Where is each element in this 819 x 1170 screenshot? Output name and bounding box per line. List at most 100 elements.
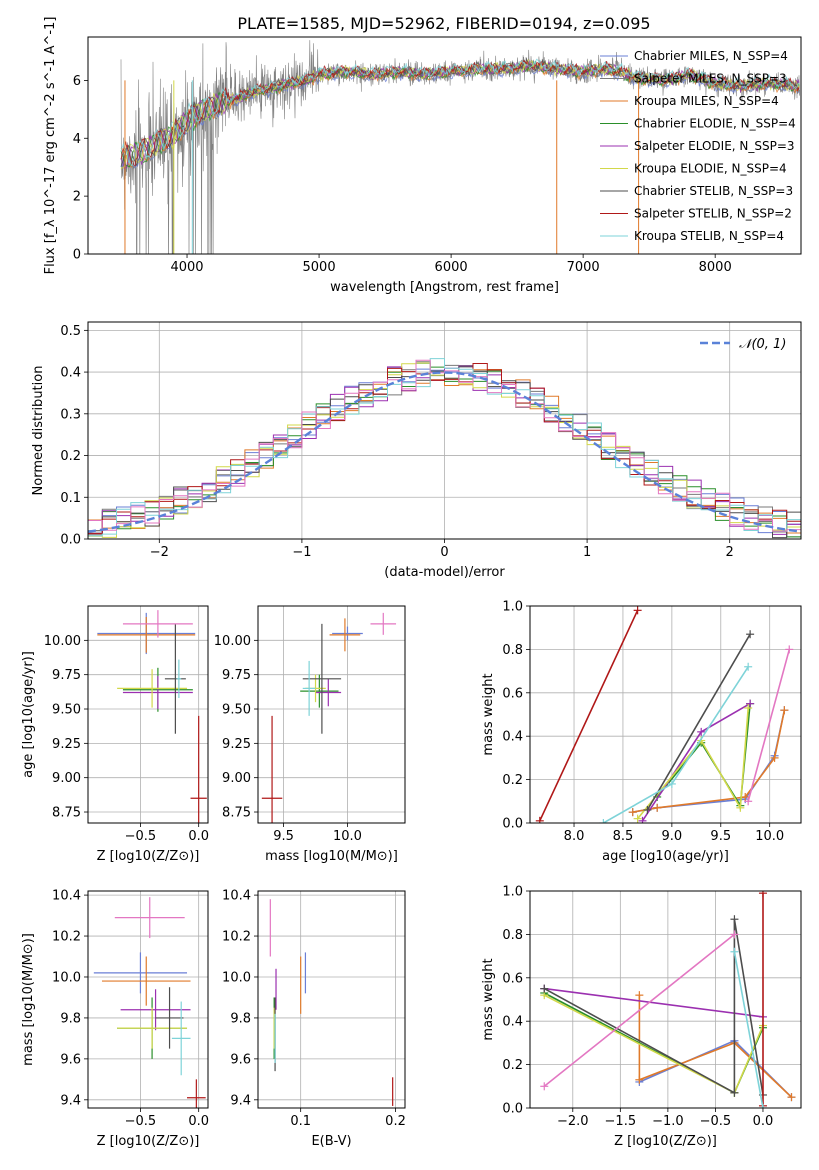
y-tick-label: 9.75	[222, 668, 251, 683]
y-tick-label: 0.8	[502, 643, 523, 658]
y-tick-label: 10.2	[52, 930, 81, 945]
model-spectrum-line	[120, 57, 800, 167]
x-tick-label: −0.5	[125, 829, 157, 844]
y-axis-label: age [log10(age/yr)]	[21, 651, 36, 778]
y-axis-label: mass weight	[481, 958, 496, 1040]
age-vs-mass-plot-area	[261, 612, 397, 823]
residual-histogram-step	[88, 363, 801, 535]
axes-frame	[87, 321, 802, 540]
y-tick-label: 9.6	[230, 1052, 251, 1067]
weight-series-line	[544, 987, 764, 1018]
x-axis-label: (data-model)/error	[384, 565, 505, 580]
y-tick-label: 0.1	[60, 491, 81, 506]
spectrum-panel: 4000 5000 6000 7000 8000 0 2 4 6 wavelength [Angs…	[43, 17, 802, 295]
residuals-plot-area	[88, 358, 801, 539]
x-tick-label: 8.5	[613, 829, 634, 844]
x-tick-label: −1.0	[652, 1114, 684, 1129]
legend-label: Salpeter STELIB, N_SSP=2	[634, 207, 792, 221]
y-tick-label: 9.50	[222, 703, 251, 718]
y-tick-label: 9.8	[230, 1011, 251, 1026]
x-tick-label: 9.5	[273, 829, 294, 844]
legend-label: Salpeter ELODIE, N_SSP=3	[634, 139, 795, 153]
y-tick-label: 10.0	[222, 970, 251, 985]
y-tick-label: 9.00	[222, 771, 251, 786]
model-spectrum-line	[120, 62, 800, 170]
x-axis-label: age [log10(age/yr)]	[602, 849, 729, 864]
y-axis-label: mass weight	[481, 673, 496, 755]
legend-label: Kroupa MILES, N_SSP=4	[634, 94, 779, 108]
y-tick-label: 4	[73, 132, 81, 147]
y-axis-label: Normed distribution	[31, 366, 46, 496]
y-axis-label: mass [log10(M/M⊙)]	[21, 933, 36, 1066]
y-tick-label: 8.75	[52, 806, 81, 821]
y-tick-label: 0.4	[60, 366, 81, 381]
mass-vs-ebv-panel: 0.1 0.2 9.4 9.6 9.8 10.0 10.2 10.4 E(B-V)	[222, 889, 406, 1149]
y-tick-label: 0.0	[502, 1102, 523, 1117]
y-tick-label: 10.0	[52, 970, 81, 985]
weight-vs-Z-plot-area	[540, 891, 796, 1108]
age-vs-mass-panel: 9.5 10.0 8.75 9.00 9.25 9.50 9.75 10.00 mass [lo…	[214, 605, 406, 864]
y-tick-label: 10.00	[44, 634, 81, 649]
weight-series-line	[636, 707, 749, 820]
x-tick-label: 2	[726, 545, 734, 560]
x-tick-label: 8.0	[564, 829, 585, 844]
legend-label: Salpeter MILES, N_SSP=3	[634, 72, 787, 86]
x-axis-label: E(B-V)	[311, 1134, 351, 1149]
y-tick-label: 9.25	[222, 737, 251, 752]
legend-label: Chabrier ELODIE, N_SSP=4	[634, 117, 796, 131]
y-tick-label: 0.4	[502, 1015, 523, 1030]
legend-label: Kroupa STELIB, N_SSP=4	[634, 229, 784, 243]
x-tick-label: 5000	[303, 260, 336, 275]
legend-label: 𝒩(0, 1)	[739, 337, 786, 352]
y-tick-label: 10.00	[214, 634, 251, 649]
x-tick-label: −1.5	[605, 1114, 637, 1129]
age-vs-Z-panel: −0.5 0.0 8.75 9.00 9.25 9.50 9.75 10.00 Z [log10…	[21, 605, 209, 864]
mass-vs-Z-plot-area	[93, 897, 206, 1108]
x-tick-label: −2	[150, 545, 169, 560]
weight-series-line	[543, 933, 735, 1087]
figure-title: PLATE=1585, MJD=52962, FIBERID=0194, z=0…	[237, 14, 650, 33]
x-tick-label: 9.5	[710, 829, 731, 844]
y-tick-label: 9.25	[52, 737, 81, 752]
y-tick-label: 1.0	[502, 885, 523, 900]
x-tick-label: −2.0	[557, 1114, 589, 1129]
y-tick-label: 9.50	[52, 703, 81, 718]
y-tick-label: 0.3	[60, 407, 81, 422]
x-axis-label: Z [log10(Z/Z⊙)]	[97, 1134, 200, 1149]
y-tick-label: 0.4	[502, 730, 523, 745]
model-spectrum-line	[120, 60, 800, 167]
y-tick-label: 8.75	[222, 806, 251, 821]
x-tick-label: 0.0	[188, 829, 209, 844]
x-tick-label: 4000	[170, 260, 203, 275]
x-tick-label: −1	[292, 545, 311, 560]
weight-series-line	[543, 919, 764, 1096]
x-tick-label: 8000	[699, 260, 732, 275]
weight-series-line	[733, 951, 764, 1108]
x-tick-label: 10.0	[333, 829, 362, 844]
x-tick-label: −0.5	[700, 1114, 732, 1129]
mass-vs-Z-panel: −0.5 0.0 9.4 9.6 9.8 10.0 10.2 10.4 Z [log10(Z/Z…	[21, 889, 209, 1149]
axes-frame	[87, 36, 802, 255]
model-spectrum-line	[120, 58, 800, 167]
legend-label: Chabrier MILES, N_SSP=4	[634, 49, 788, 63]
x-tick-label: 6000	[435, 260, 468, 275]
y-tick-label: 6	[73, 74, 81, 89]
x-tick-label: 7000	[567, 260, 600, 275]
y-tick-label: 9.4	[230, 1093, 251, 1108]
axes-frame	[529, 890, 802, 1109]
x-tick-label: 9.0	[662, 829, 683, 844]
y-tick-label: 0.2	[502, 773, 523, 788]
x-tick-label: 0.0	[188, 1114, 209, 1129]
y-tick-label: 0.2	[502, 1058, 523, 1073]
x-axis-label: Z [log10(Z/Z⊙)]	[614, 1134, 717, 1149]
y-tick-label: 9.4	[60, 1093, 81, 1108]
x-tick-label: 1	[583, 545, 591, 560]
y-tick-label: 10.4	[52, 889, 81, 904]
y-tick-label: 0.2	[60, 449, 81, 464]
spectrum-legend: Chabrier MILES, N_SSP=4 Salpeter MILES, N…	[600, 49, 796, 243]
weight-vs-age-panel: 8.0 8.5 9.0 9.5 10.0 0.0 0.2 0.4 0.6 0.8 1.0 age [l…	[481, 600, 802, 864]
axes-frame	[257, 890, 406, 1109]
x-tick-label: −0.5	[125, 1114, 157, 1129]
weight-series-line	[646, 633, 751, 811]
